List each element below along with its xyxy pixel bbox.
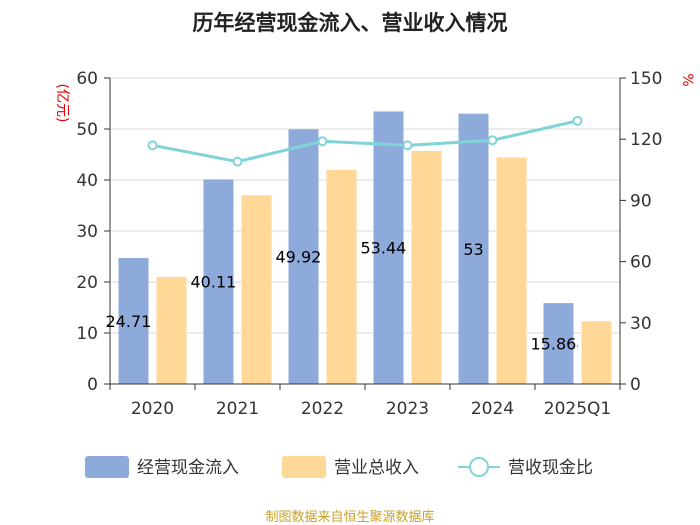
bar-revenue xyxy=(496,157,527,384)
bar-revenue xyxy=(156,276,187,384)
right-tick-label: 150 xyxy=(630,69,662,89)
bar-revenue xyxy=(326,169,357,384)
x-tick-label: 2023 xyxy=(386,399,429,419)
x-tick-label: 2020 xyxy=(131,399,174,419)
right-tick-label: 60 xyxy=(630,253,652,273)
ratio-point xyxy=(317,136,328,147)
legend: 经营现金流入 营业总收入 营收现金比 xyxy=(85,456,593,478)
data-labels: 24.712 40.115 49.927 53.443 53 15.864 xyxy=(106,239,587,354)
data-label: 49.927 xyxy=(276,248,332,267)
source-note: 制图数据来自恒生聚源数据库 xyxy=(265,509,434,525)
left-tick-label: 10 xyxy=(76,324,98,344)
left-tick-label: 20 xyxy=(76,273,98,293)
bar-revenue xyxy=(241,195,272,384)
legend-swatch-inflow xyxy=(85,456,129,478)
left-axis-unit: (亿元) xyxy=(54,84,70,123)
data-label: 53 xyxy=(463,240,483,259)
left-tick-label: 60 xyxy=(76,69,98,89)
ratio-polyline xyxy=(152,119,578,164)
ratio-line xyxy=(147,115,583,167)
legend-label-inflow: 经营现金流入 xyxy=(137,458,239,478)
x-tick-label: 2022 xyxy=(301,399,344,419)
bar-revenue xyxy=(581,321,612,384)
bars xyxy=(118,111,612,384)
gridlines xyxy=(110,77,620,334)
legend-label-ratio: 营收现金比 xyxy=(508,458,593,478)
data-label: 40.115 xyxy=(191,273,247,292)
ratio-point xyxy=(487,135,498,146)
data-label: 24.712 xyxy=(106,312,162,331)
ratio-point xyxy=(572,115,583,126)
data-label: 15.864 xyxy=(531,335,587,354)
bar-inflow xyxy=(203,179,234,384)
ratio-point xyxy=(232,156,243,167)
chart-title: 历年经营现金流入、营业收入情况 xyxy=(193,11,508,35)
x-tick-label: 2021 xyxy=(216,399,259,419)
left-tick-label: 50 xyxy=(76,120,98,140)
axes: 0 10 20 30 40 50 60 0 30 60 90 120 150 2020 2021 2022 20… xyxy=(76,69,662,419)
left-tick-label: 30 xyxy=(76,222,98,242)
x-tick-label: 2024 xyxy=(471,399,514,419)
ratio-point xyxy=(147,140,158,151)
right-tick-label: 90 xyxy=(630,191,652,211)
data-label: 53.443 xyxy=(361,239,417,258)
legend-marker-ratio xyxy=(469,457,489,477)
left-tick-label: 0 xyxy=(87,375,98,395)
bar-inflow xyxy=(373,111,404,384)
right-tick-label: 30 xyxy=(630,314,652,334)
ratio-point xyxy=(402,140,413,151)
right-tick-label: 120 xyxy=(630,130,662,150)
legend-swatch-revenue xyxy=(282,456,326,478)
bar-inflow xyxy=(118,257,149,384)
right-tick-label: 0 xyxy=(630,375,641,395)
bar-revenue xyxy=(411,150,442,384)
x-tick-label: 2025Q1 xyxy=(544,399,611,419)
right-axis-unit: % xyxy=(679,73,695,86)
bar-inflow xyxy=(458,113,489,384)
bar-inflow xyxy=(288,129,319,384)
bar-inflow xyxy=(543,303,574,384)
left-tick-label: 40 xyxy=(76,171,98,191)
legend-label-revenue: 营业总收入 xyxy=(334,458,419,478)
